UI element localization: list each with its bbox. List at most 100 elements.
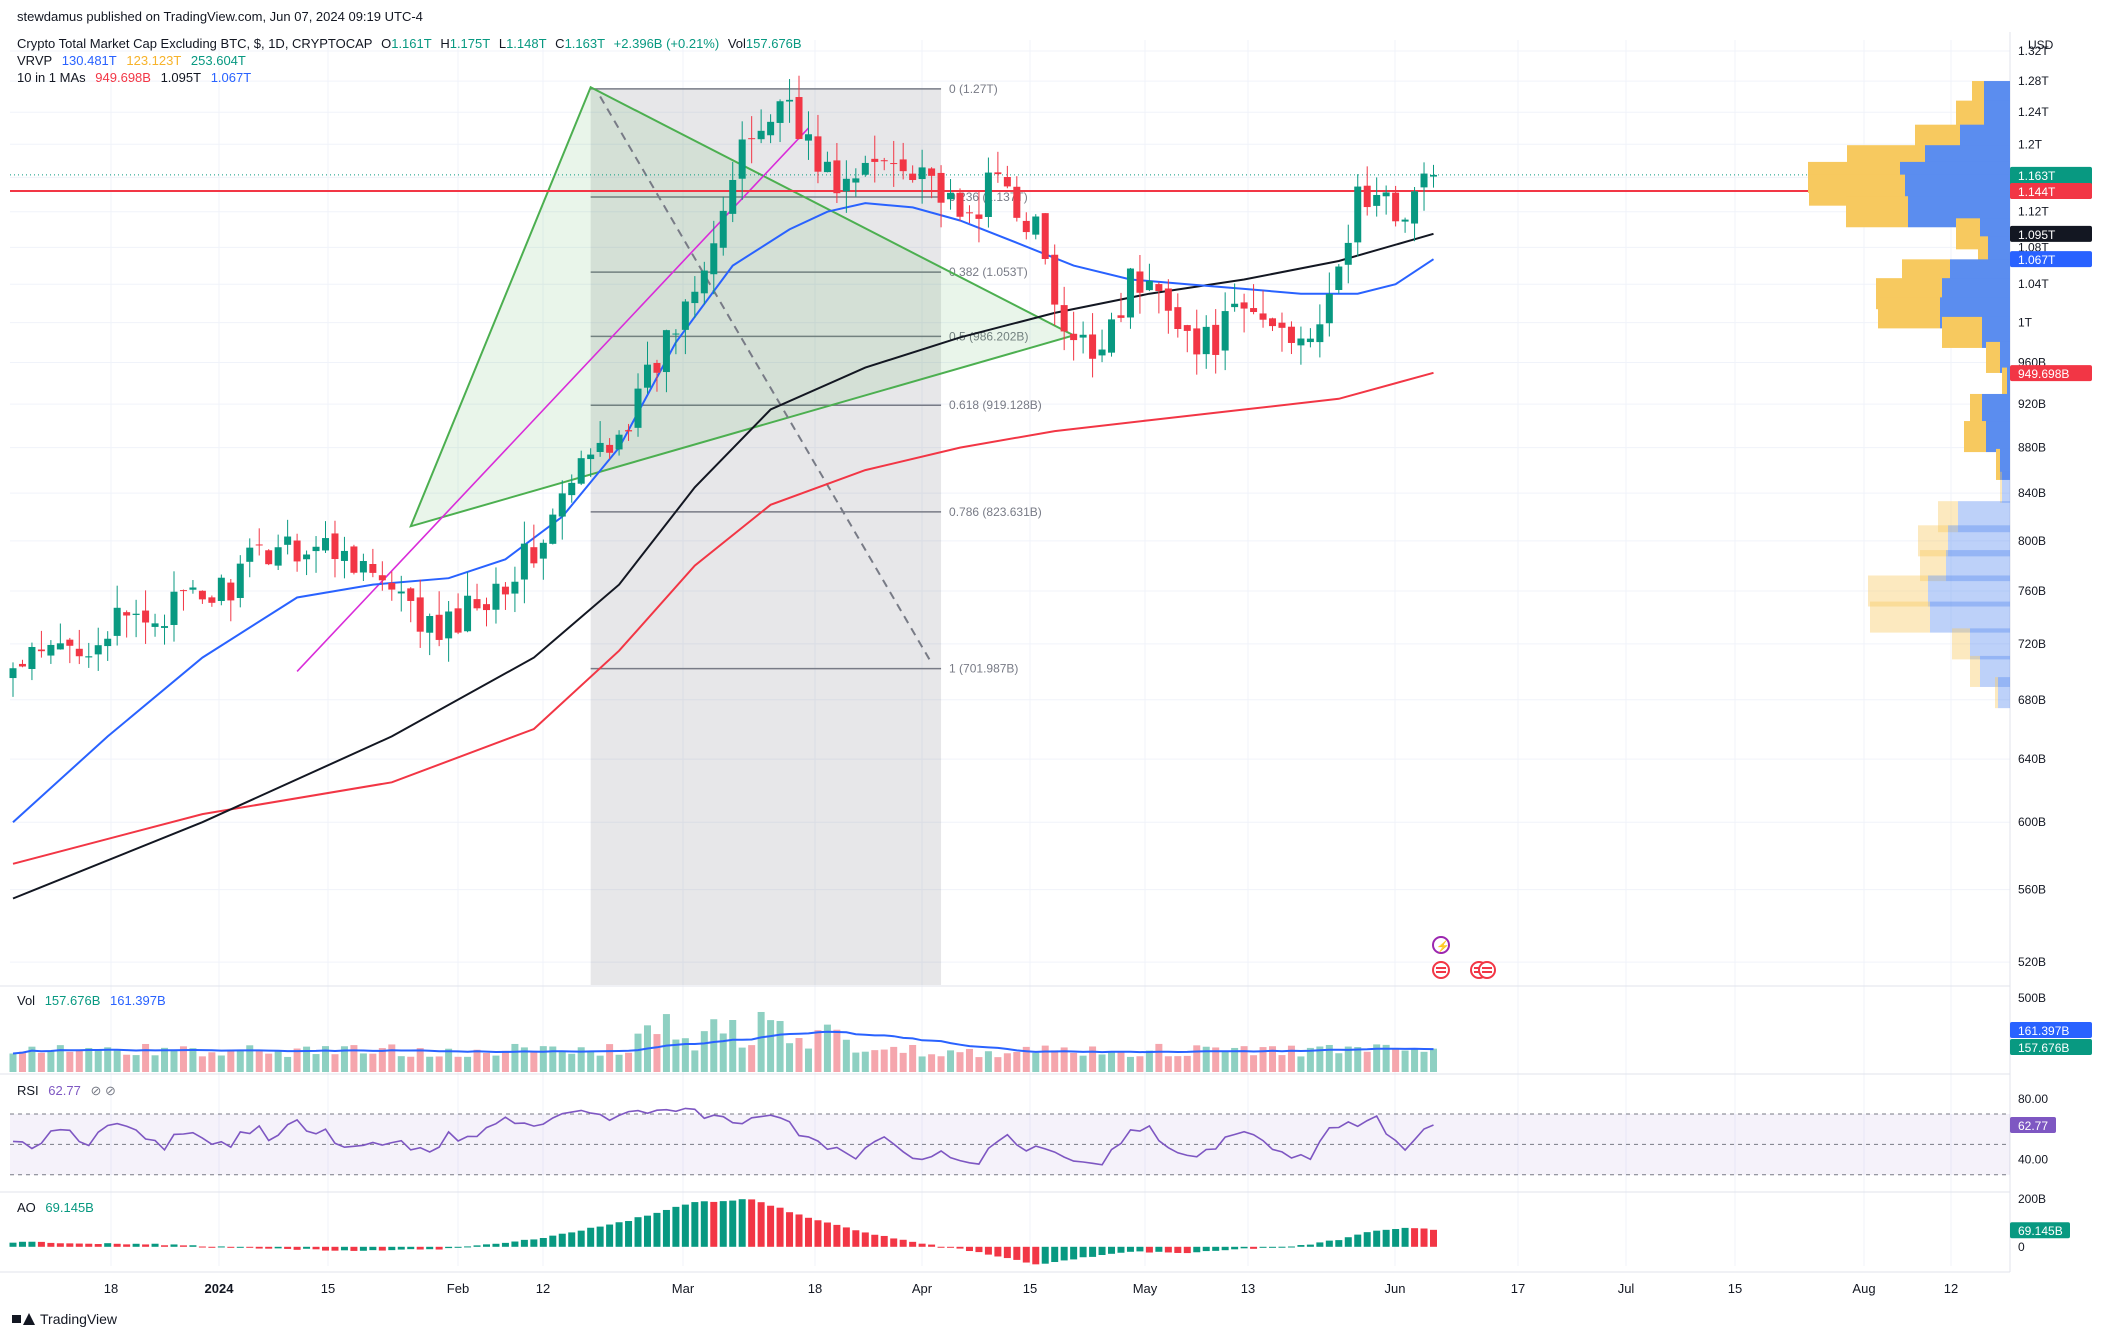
ao-bar	[37, 1241, 45, 1247]
vrvp-up-bar	[1846, 196, 1908, 228]
candle-body	[293, 540, 301, 562]
price-tick-label: 840B	[2018, 486, 2046, 500]
candle-body	[549, 514, 557, 544]
volume-bar	[312, 1054, 320, 1072]
candle-body	[606, 444, 614, 453]
ao-bar	[899, 1239, 907, 1247]
candle-body	[1079, 334, 1087, 338]
candle-body	[246, 547, 254, 562]
volume-bar	[549, 1046, 557, 1072]
ao-bar	[227, 1246, 235, 1248]
ao-bar	[634, 1217, 642, 1247]
candle-body	[1269, 318, 1277, 327]
candle-body	[994, 172, 1002, 175]
ao-bar	[18, 1241, 26, 1247]
ao-price-label-bg	[2010, 1222, 2070, 1239]
volume-legend[interactable]: Vol 157.676B 161.397B	[17, 993, 172, 1008]
vrvp-label: VRVP	[17, 53, 53, 68]
ao-bar	[1306, 1244, 1314, 1247]
candle-body	[1070, 333, 1078, 341]
candle-body	[255, 544, 263, 546]
ao-bar	[1126, 1246, 1134, 1252]
vrvp-legend[interactable]: VRVP 130.481T 123.123T 253.604T	[17, 53, 252, 68]
ao-bar	[397, 1246, 405, 1250]
volume-bar	[1183, 1055, 1191, 1072]
ao-bar	[615, 1222, 623, 1247]
volume-bar	[1325, 1044, 1333, 1072]
volume-bar	[738, 1047, 746, 1072]
ao-bar	[66, 1243, 74, 1247]
rsi-axis-label: 40.00	[2018, 1153, 2048, 1167]
publisher-line: stewdamus published on TradingView.com, …	[17, 9, 428, 24]
vrvp-up-bar	[1870, 601, 1930, 633]
candle-body	[1363, 185, 1371, 208]
ao-bar	[350, 1246, 358, 1251]
tradingview-footer[interactable]: TradingView	[12, 1311, 117, 1327]
volume-bar	[1287, 1045, 1295, 1072]
ao-bar	[1297, 1245, 1305, 1247]
symbol-legend[interactable]: Crypto Total Market Cap Excluding BTC, $…	[17, 36, 807, 51]
volume-bar	[662, 1014, 670, 1072]
x-tick-label: Jul	[1618, 1281, 1635, 1296]
ohlc-volume: Vol157.676B	[727, 36, 802, 51]
volume-bar	[246, 1045, 254, 1072]
candle-body	[113, 607, 121, 636]
volume-price-label-bg	[2010, 1022, 2092, 1038]
candle-body	[577, 458, 585, 484]
drawings[interactable]	[10, 85, 2010, 672]
price-tick-label: 880B	[2018, 441, 2046, 455]
price-label-bg	[2010, 251, 2092, 268]
x-tick-label: Aug	[1852, 1281, 1875, 1296]
price-label-bg	[2010, 183, 2092, 200]
volume-bar	[615, 1054, 623, 1072]
ao-bar	[1183, 1246, 1191, 1254]
ma-legend[interactable]: 10 in 1 MAs 949.698B 1.095T 1.067T	[17, 70, 257, 85]
volume-bar	[350, 1045, 358, 1072]
ao-bar	[1269, 1246, 1277, 1248]
candle-body	[984, 172, 992, 217]
ao-bar	[738, 1199, 746, 1247]
candle-body	[681, 301, 689, 330]
candle-body	[729, 179, 737, 214]
volume-bar	[1108, 1051, 1116, 1072]
volume-bar	[1079, 1055, 1087, 1072]
volume-bar	[331, 1054, 339, 1072]
volume-bar	[208, 1052, 216, 1072]
candle-body	[738, 139, 746, 179]
ao-bar	[928, 1244, 936, 1247]
candle-body	[416, 597, 424, 632]
volume-bar	[511, 1043, 519, 1072]
volume-bar	[757, 1011, 765, 1072]
candle-body	[1193, 328, 1201, 355]
candle-body	[530, 547, 538, 564]
ao-bar	[331, 1246, 339, 1251]
candle-body	[1411, 191, 1419, 224]
candle-body	[1306, 338, 1314, 343]
ohlc-high: H1.175T	[440, 36, 491, 51]
ao-pane	[9, 1199, 1437, 1265]
ao-bar	[473, 1245, 481, 1247]
candle-body	[719, 210, 727, 248]
candle-body	[1164, 288, 1172, 311]
candle-body	[956, 192, 964, 217]
ao-bar	[606, 1224, 614, 1247]
x-tick-label: Feb	[447, 1281, 469, 1296]
candle-body	[1003, 177, 1011, 187]
volume-bar	[397, 1056, 405, 1072]
vrvp-down-bar	[1946, 550, 2010, 582]
event-icons[interactable]: ⚡	[1432, 936, 1496, 979]
volume-bar	[767, 1020, 775, 1072]
candle-body	[1145, 280, 1153, 291]
volume-bar	[284, 1056, 292, 1072]
ao-legend[interactable]: AO 69.145B	[17, 1200, 100, 1215]
candle-body	[861, 162, 869, 175]
candle-body	[1420, 173, 1428, 188]
volume-bar	[274, 1050, 282, 1072]
candle-body	[331, 533, 339, 560]
volume-bar	[255, 1051, 263, 1072]
currency-label[interactable]: USD	[2028, 38, 2054, 52]
x-tick-label: Apr	[912, 1281, 933, 1296]
volume-value-1: 157.676B	[44, 993, 101, 1008]
rsi-legend[interactable]: RSI 62.77 ⊘ ⊘	[17, 1083, 122, 1099]
